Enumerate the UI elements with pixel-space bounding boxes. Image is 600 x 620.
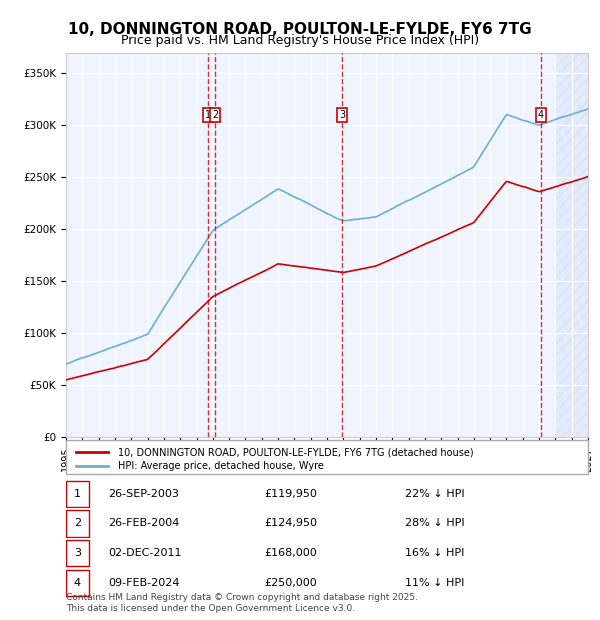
Text: 26-FEB-2004: 26-FEB-2004: [108, 518, 179, 528]
Bar: [556, 53, 588, 437]
Text: 26-SEP-2003: 26-SEP-2003: [108, 489, 179, 498]
FancyBboxPatch shape: [66, 510, 89, 537]
FancyBboxPatch shape: [66, 480, 89, 507]
Text: 2: 2: [212, 110, 218, 120]
Text: Contains HM Land Registry data © Crown copyright and database right 2025.
This d: Contains HM Land Registry data © Crown c…: [66, 593, 418, 613]
Text: 11% ↓ HPI: 11% ↓ HPI: [406, 578, 464, 588]
FancyBboxPatch shape: [66, 540, 89, 567]
Text: 10, DONNINGTON ROAD, POULTON-LE-FYLDE, FY6 7TG: 10, DONNINGTON ROAD, POULTON-LE-FYLDE, F…: [68, 22, 532, 37]
Text: 02-DEC-2011: 02-DEC-2011: [108, 548, 181, 558]
Text: 2: 2: [74, 518, 81, 528]
Text: 3: 3: [74, 548, 81, 558]
Text: 28% ↓ HPI: 28% ↓ HPI: [406, 518, 465, 528]
Text: £250,000: £250,000: [265, 578, 317, 588]
Text: Price paid vs. HM Land Registry's House Price Index (HPI): Price paid vs. HM Land Registry's House …: [121, 34, 479, 47]
Text: 10, DONNINGTON ROAD, POULTON-LE-FYLDE, FY6 7TG (detached house): 10, DONNINGTON ROAD, POULTON-LE-FYLDE, F…: [118, 447, 474, 457]
Text: £168,000: £168,000: [265, 548, 317, 558]
FancyBboxPatch shape: [66, 570, 89, 596]
Text: 09-FEB-2024: 09-FEB-2024: [108, 578, 179, 588]
Text: £119,950: £119,950: [265, 489, 317, 498]
Text: 1: 1: [74, 489, 81, 498]
Text: £124,950: £124,950: [265, 518, 317, 528]
Text: 4: 4: [74, 578, 81, 588]
Text: 16% ↓ HPI: 16% ↓ HPI: [406, 548, 464, 558]
Text: 4: 4: [538, 110, 544, 120]
Text: HPI: Average price, detached house, Wyre: HPI: Average price, detached house, Wyre: [118, 461, 324, 471]
Text: 1: 1: [205, 110, 211, 120]
Text: 3: 3: [339, 110, 345, 120]
FancyBboxPatch shape: [66, 440, 588, 474]
Text: 22% ↓ HPI: 22% ↓ HPI: [406, 489, 465, 498]
